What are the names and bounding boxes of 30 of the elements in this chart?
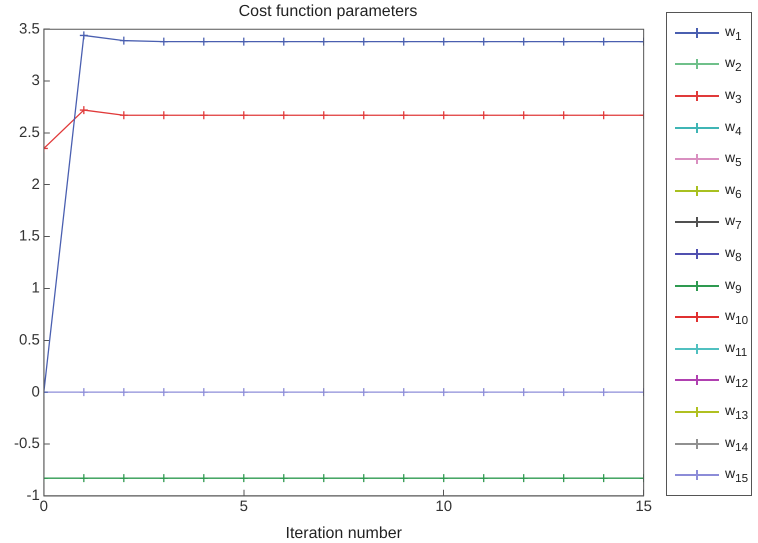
legend-label: w$_{3}$ [725, 86, 742, 106]
legend-label: w$_{7}$ [725, 212, 742, 232]
y-tick-label: 0 [32, 383, 40, 400]
legend-label: w$_{14}$ [725, 434, 748, 454]
y-tick-label: 2 [32, 176, 40, 193]
legend-label: w$_{15}$ [725, 465, 748, 485]
legend-label: w$_{6}$ [725, 180, 742, 201]
legend-label: w$_{9}$ [725, 276, 742, 296]
y-tick-label: 0.5 [18, 331, 40, 348]
legend-label: w$_{8}$ [725, 244, 742, 264]
legend-label: w$_{10}$ [725, 307, 748, 328]
legend-label: w$_{5}$ [725, 149, 742, 170]
x-tick-label: 10 [435, 498, 452, 515]
legend-label: w$_{11}$ [725, 338, 748, 359]
legend-label: w$_{12}$ [725, 370, 748, 390]
y-tick-label: 2.5 [18, 124, 40, 142]
y-tick-label: -1 [26, 486, 40, 504]
x-tick-label: 15 [635, 498, 652, 515]
y-tick-label: 3.5 [18, 20, 40, 38]
legend-label: w$_{4}$ [725, 118, 742, 138]
y-tick-label: 3 [32, 72, 40, 90]
x-axis-title: Iteration number [285, 524, 403, 542]
legend-label: w$_{2}$ [725, 54, 742, 74]
legend-label: w$_{1}$ [725, 22, 742, 43]
y-tick-label: 1.5 [18, 228, 40, 245]
chart-title: Cost function parameters [238, 3, 418, 20]
y-tick-label: -0.5 [14, 435, 40, 452]
y-tick-label: 1 [32, 280, 40, 297]
x-tick-label: 5 [240, 498, 248, 515]
legend-label: w$_{13}$ [725, 402, 748, 422]
